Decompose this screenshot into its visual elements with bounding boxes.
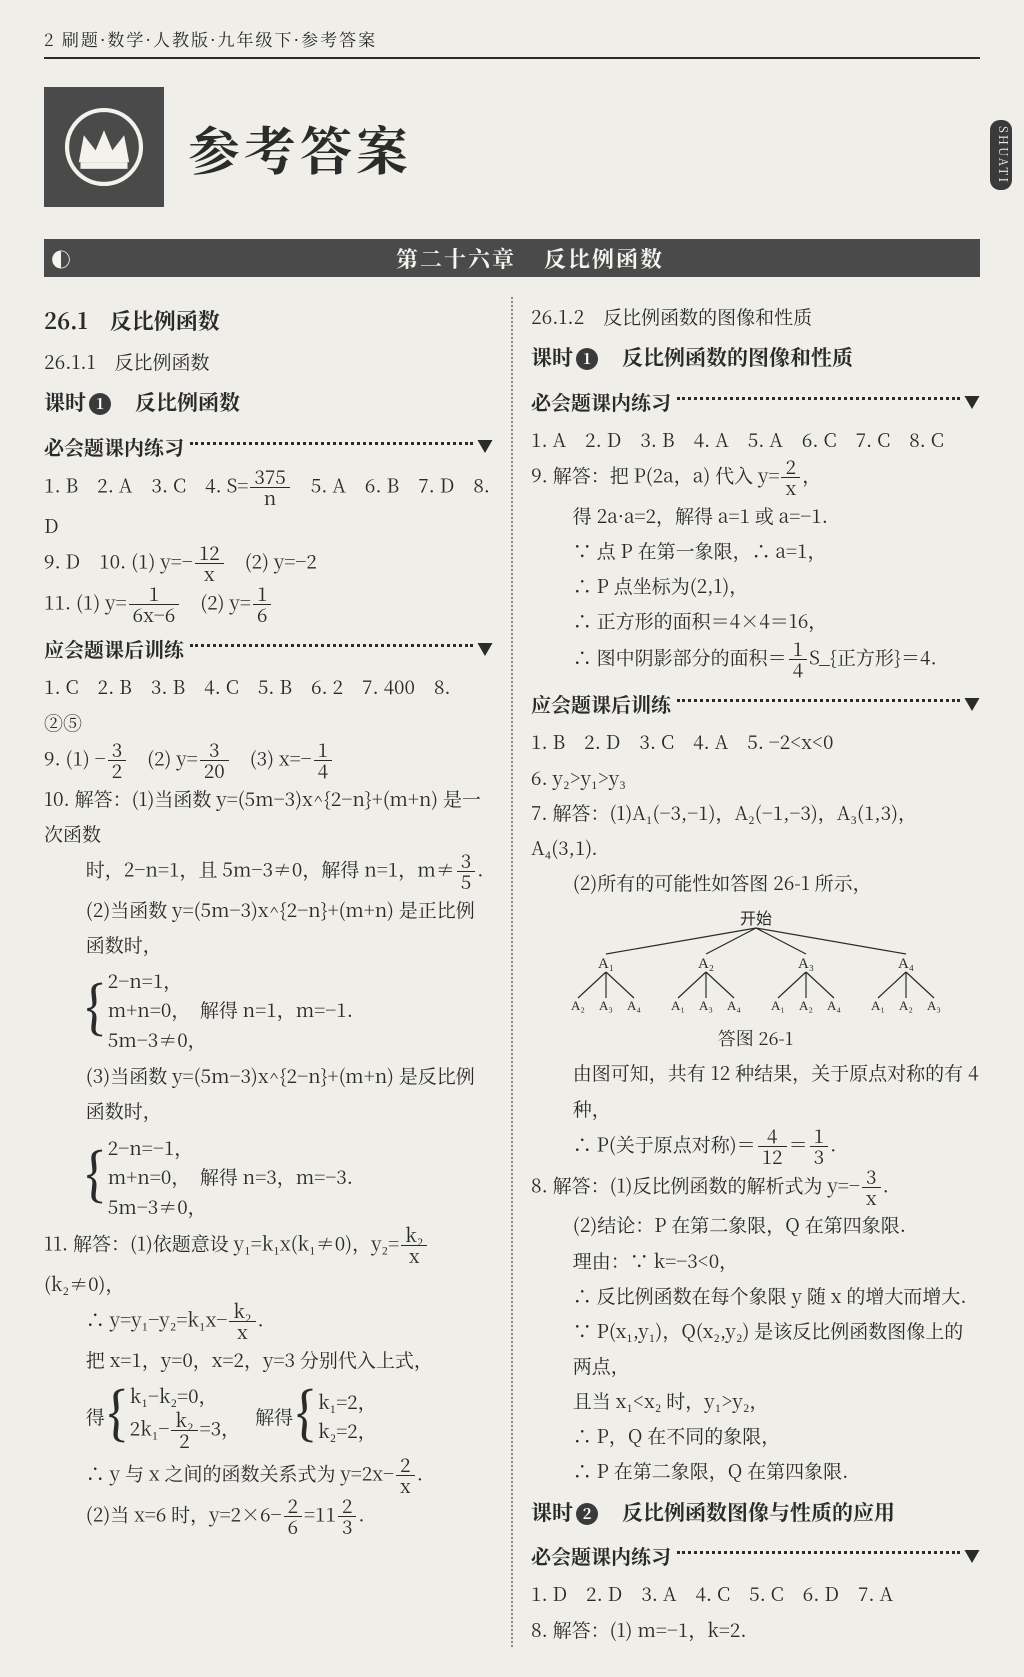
solution-line: 由图可知，共有 12 种结果，关于原点对称的有 4 种， [531, 1055, 980, 1125]
section-26-1-1: 26.1.1 反比例函数 [44, 344, 493, 379]
svg-text:A₄: A₄ [727, 998, 741, 1013]
solution-line: 把 x=1，y=0，x=2，y=3 分别代入上式， [44, 1342, 493, 1377]
chapter-bar: ◐ 第二十六章 反比例函数 [44, 239, 980, 277]
chapter-number: 第二十六章 [396, 243, 516, 274]
answer-line: 1. A 2. D 3. B 4. A 5. A 6. C 7. C 8. C [531, 422, 980, 457]
solution-line: ∴ y 与 x 之间的函数关系式为 y=2x−2x. [44, 1455, 493, 1496]
answer-line: 9. (1) −32 (2) y=320 (3) x=−14 [44, 740, 493, 781]
answer-line: 1. C 2. B 3. B 4. C 5. B 6. 2 7. 400 8. … [44, 669, 493, 739]
solution-line: ∴ 图中阴影部分的面积＝14S_{正方形}＝4. [531, 639, 980, 680]
lesson-2-heading: 课时2 反比例函数图像与性质的应用 [531, 1493, 980, 1532]
left-column: 26.1 反比例函数 26.1.1 反比例函数 课时1 反比例函数 必会题课内练… [44, 297, 511, 1647]
solution-line: (2)结论：P 在第二象限，Q 在第四象限. [531, 1207, 980, 1242]
two-column-body: 26.1 反比例函数 26.1.1 反比例函数 课时1 反比例函数 必会题课内练… [44, 297, 980, 1647]
solution-line: ∴ P 点坐标为(2,1)， [531, 568, 980, 603]
svg-text:A₄: A₄ [627, 998, 641, 1013]
solution-line: 9. 解答：把 P(2a，a) 代入 y=2x， [531, 457, 980, 498]
solution-line: 11. 解答：(1)依题意设 y₁=k₁x(k₁≠0)，y₂=k₂x(k₂≠0)… [44, 1225, 493, 1301]
lesson-number-pill: 1 [89, 393, 111, 415]
solution-line: ∴ P，Q 在不同的象限， [531, 1418, 980, 1453]
section-26-1: 26.1 反比例函数 [44, 301, 493, 342]
triangle-down-icon: ▼ [477, 634, 493, 664]
probability-tree-diagram: 开始 A₁ A₂ A₃ A₄ A₂ A₁ A₃ A₄ A₃ A₁ A₂ A₄ A₄ A₁ A₂ A₃ [531, 910, 980, 1020]
solution-line: 且当 x₁<x₂ 时，y₁>y₂， [531, 1383, 980, 1418]
lesson-1-heading: 课时1 反比例函数的图像和性质 [531, 338, 980, 377]
triangle-down-icon: ▼ [477, 431, 493, 461]
answer-line: 6. y₂>y₁>y₃ [531, 760, 980, 795]
chapter-name: 反比例函数 [544, 243, 664, 274]
chapter-badge-icon: ◐ [44, 239, 80, 277]
triangle-down-icon: ▼ [964, 1541, 980, 1571]
solution-line: ∴ P 在第二象限，Q 在第四象限. [531, 1453, 980, 1488]
section-26-1-2: 26.1.2 反比例函数的图像和性质 [531, 299, 980, 334]
figure-caption: 答图 26-1 [531, 1022, 980, 1055]
solution-line: ∵ P(x₁,y₁)，Q(x₂,y₂) 是该反比例函数图像上的两点， [531, 1313, 980, 1383]
answer-line: 1. B 2. A 3. C 4. S=375n 5. A 6. B 7. D … [44, 467, 493, 543]
solution-line: 理由：∵ k=−3<0， [531, 1243, 980, 1278]
svg-text:A₃: A₃ [797, 956, 813, 972]
solution-line: (2)当 x=6 时，y=2×6−26=1123. [44, 1496, 493, 1537]
solution-line: (2)当函数 y=(5m−3)x^{2−n}+(m+n) 是正比例函数时， [44, 892, 493, 962]
solution-line: 得 2a·a=2，解得 a=1 或 a=−1. [531, 498, 980, 533]
svg-text:A₂: A₂ [799, 998, 813, 1013]
svg-text:A₁: A₁ [597, 956, 613, 972]
svg-text:A₄: A₄ [897, 956, 913, 972]
svg-text:开始: 开始 [739, 910, 771, 928]
svg-text:A₃: A₃ [927, 998, 941, 1013]
solution-line: 10. 解答：(1)当函数 y=(5m−3)x^{2−n}+(m+n) 是一次函… [44, 781, 493, 851]
inclass-heading: 必会题课内练习▼ [531, 383, 980, 420]
svg-text:A₁: A₁ [871, 998, 885, 1013]
solution-line: ∴ y=y₁−y₂=k₁x−k₂x. [44, 1301, 493, 1342]
solution-line: ∴ 正方形的面积＝4×4＝16， [531, 603, 980, 638]
lesson-1-heading: 课时1 反比例函数 [44, 383, 493, 422]
title-block: 参考答案 [44, 87, 980, 207]
solution-line: 8. 解答：(1)反比例函数的解析式为 y=−3x. [531, 1167, 980, 1208]
svg-text:A₃: A₃ [599, 998, 613, 1013]
answer-line: 1. B 2. D 3. C 4. A 5. −2<x<0 [531, 724, 980, 759]
side-tab: SHUATI [990, 120, 1012, 190]
svg-text:A₂: A₂ [697, 956, 713, 972]
page: 2 刷题·数学·人教版·九年级下·参考答案 SHUATI 参考答案 ◐ 第二十六… [0, 0, 1024, 1677]
solution-line: ∴ P(关于原点对称)＝412＝13. [531, 1126, 980, 1167]
svg-text:A₂: A₂ [571, 998, 585, 1013]
afterclass-heading: 应会题课后训练▼ [44, 630, 493, 667]
crown-icon [44, 87, 164, 207]
solution-line: ∴ 反比例函数在每个象限 y 随 x 的增大而增大. [531, 1278, 980, 1313]
solution-line: (2)所有的可能性如答图 26-1 所示， [531, 865, 980, 900]
equation-system: 得 { k₁−k₂=0， 2k₁−k₂2=3， 解得 { k₁=2， k₂=2， [44, 1381, 493, 1451]
inclass-heading: 必会题课内练习▼ [44, 428, 493, 465]
svg-text:A₁: A₁ [671, 998, 685, 1013]
inclass-heading: 必会题课内练习▼ [531, 1537, 980, 1574]
answer-line: 1. D 2. D 3. A 4. C 5. C 6. D 7. A [531, 1576, 980, 1611]
svg-text:A₂: A₂ [899, 998, 913, 1013]
solution-line: (3)当函数 y=(5m−3)x^{2−n}+(m+n) 是反比例函数时， [44, 1058, 493, 1128]
answer-line: 9. D 10. (1) y=−12x (2) y=−2 [44, 543, 493, 584]
right-column: 26.1.2 反比例函数的图像和性质 课时1 反比例函数的图像和性质 必会题课内… [513, 297, 980, 1647]
svg-text:A₃: A₃ [699, 998, 713, 1013]
triangle-down-icon: ▼ [964, 387, 980, 417]
solution-line: ∵ 点 P 在第一象限，∴ a=1， [531, 533, 980, 568]
running-head: 2 刷题·数学·人教版·九年级下·参考答案 [44, 24, 980, 59]
answer-line: 11. (1) y=16x−6 (2) y=16 [44, 584, 493, 625]
lesson-number-pill: 1 [576, 348, 598, 370]
afterclass-heading: 应会题课后训练▼ [531, 685, 980, 722]
solution-line: 7. 解答：(1)A₁(−3,−1)，A₂(−1,−3)，A₃(1,3)，A₄(… [531, 795, 980, 865]
svg-text:A₁: A₁ [771, 998, 785, 1013]
solution-line: 时，2−n=1，且 5m−3≠0，解得 n=1，m≠35. [44, 851, 493, 892]
equation-system: { 2−n=−1， m+n=0， 解得 n=3，m=−3. 5m−3≠0， [44, 1133, 493, 1221]
triangle-down-icon: ▼ [964, 689, 980, 719]
svg-text:A₄: A₄ [827, 998, 841, 1013]
page-title: 参考答案 [188, 110, 412, 185]
solution-line: 8. 解答：(1) m=−1，k=2. [531, 1612, 980, 1647]
equation-system: { 2−n=1， m+n=0， 解得 n=1，m=−1. 5m−3≠0， [44, 966, 493, 1054]
lesson-number-pill: 2 [576, 1503, 598, 1525]
